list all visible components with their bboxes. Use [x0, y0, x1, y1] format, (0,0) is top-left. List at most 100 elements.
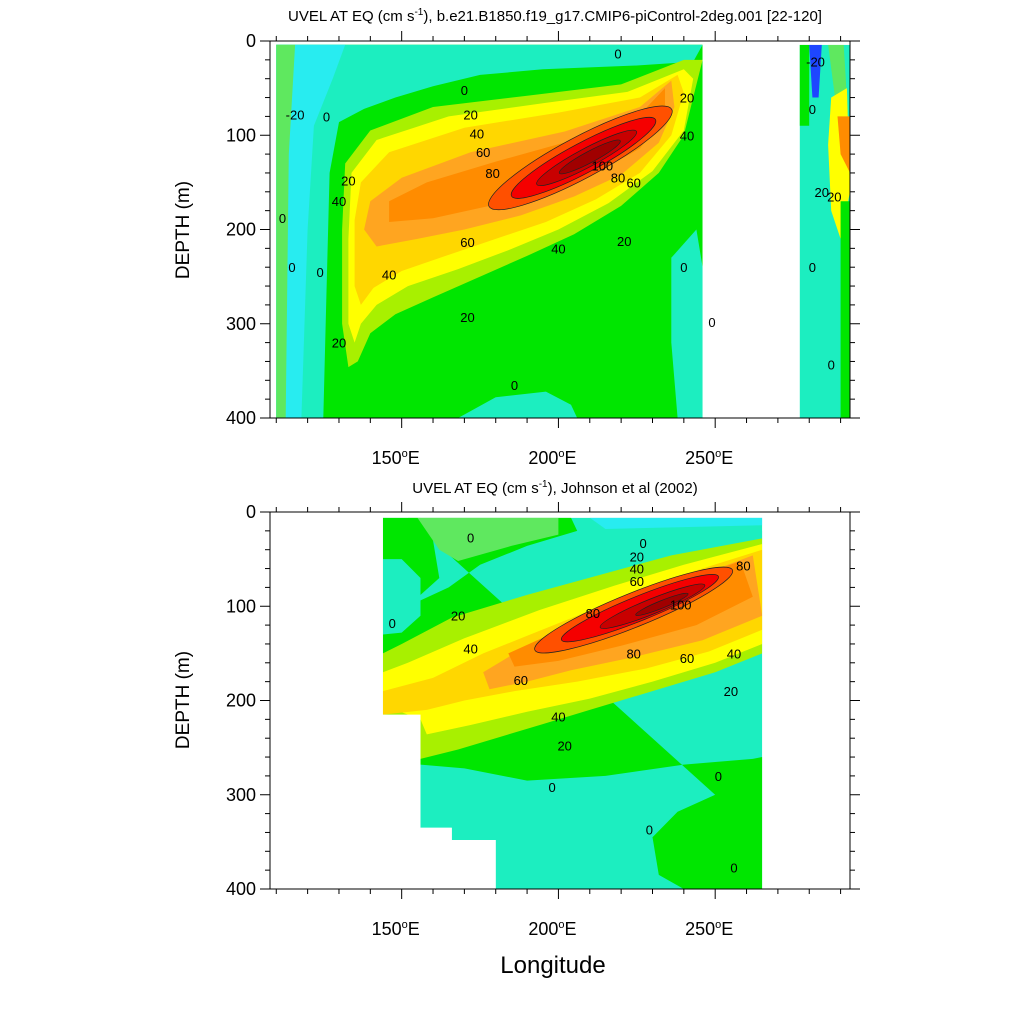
contour-fill-region	[809, 44, 822, 98]
contour-label: 0	[288, 260, 295, 275]
contour-label: 40	[470, 126, 484, 141]
contour-label: 100	[670, 597, 692, 612]
contour-label: 0	[467, 530, 474, 545]
contour-label: 0	[646, 823, 653, 838]
contour-label: 0	[511, 378, 518, 393]
land-mask	[702, 41, 850, 45]
contour-label: 60	[680, 651, 694, 666]
contour-label: 20	[332, 336, 346, 351]
contour-label: -20	[806, 55, 825, 70]
contour-label: 60	[626, 175, 640, 190]
contour-label: 0	[708, 315, 715, 330]
x-tick-label: 250oE	[685, 448, 733, 468]
contour-label: 100	[591, 158, 613, 173]
contour-label: 40	[727, 646, 741, 661]
panel-title: UVEL AT EQ (cm s-1), Johnson et al (2002…	[412, 479, 697, 497]
contour-label: 40	[551, 241, 565, 256]
contour-fill-region	[635, 592, 689, 616]
contour-label: 0	[461, 83, 468, 98]
contour-label: 0	[828, 357, 835, 372]
contour-label: 60	[630, 574, 644, 589]
y-axis-label: DEPTH (m)	[173, 651, 194, 749]
contour-fill-region	[837, 116, 850, 173]
contour-fill-region	[589, 517, 763, 529]
contour-label: 80	[485, 166, 499, 181]
contour-label: 60	[460, 235, 474, 250]
land-mask	[702, 41, 800, 418]
contour-fill-region	[558, 139, 621, 175]
contour-label: 0	[715, 769, 722, 784]
contour-label: 20	[451, 609, 465, 624]
contour-label: 80	[586, 606, 600, 621]
contour-label: 40	[630, 562, 644, 577]
contour-label: 20	[617, 234, 631, 249]
contour-fill-region	[382, 559, 421, 635]
contour-label: 80	[626, 646, 640, 661]
contour-label: 0	[389, 616, 396, 631]
contour-label: 80	[611, 171, 625, 186]
contour-label: 20	[680, 91, 694, 106]
y-tick-label: 300	[226, 785, 256, 805]
contour-fill-region	[389, 88, 665, 222]
contour-label: 20	[827, 190, 841, 205]
x-tick-label: 250oE	[685, 919, 733, 939]
contour-label: 40	[551, 710, 565, 725]
land-mask	[762, 512, 850, 889]
contour-label: 40	[463, 642, 477, 657]
contour-label: 20	[460, 310, 474, 325]
contour-label: 0	[323, 109, 330, 124]
y-tick-label: 100	[226, 596, 256, 616]
contour-label: 0	[639, 536, 646, 551]
contour-fill-region	[458, 391, 578, 418]
y-tick-label: 0	[246, 502, 256, 522]
panel-model: UVEL AT EQ (cm s-1), b.e21.B1850.f19_g17…	[173, 7, 860, 468]
x-tick-label: 200oE	[528, 448, 576, 468]
contour-fill-region	[276, 44, 296, 419]
contour-fill-region	[799, 44, 810, 126]
y-tick-label: 100	[226, 125, 256, 145]
contour-label: 40	[382, 268, 396, 283]
contour-label: 0	[730, 860, 737, 875]
contour-label: 0	[614, 46, 621, 61]
contour-label: 80	[736, 559, 750, 574]
contour-fills	[276, 41, 850, 419]
y-tick-label: 0	[246, 31, 256, 51]
contour-label: 0	[549, 780, 556, 795]
contour-label: 20	[630, 549, 644, 564]
x-axis-label: Longitude	[500, 952, 605, 979]
y-tick-label: 200	[226, 220, 256, 240]
panel-observed: UVEL AT EQ (cm s-1), Johnson et al (2002…	[173, 479, 860, 979]
contour-label: 20	[557, 739, 571, 754]
contour-label: 20	[463, 108, 477, 123]
contour-fill-region	[276, 44, 346, 419]
y-tick-label: 200	[226, 691, 256, 711]
contour-label: 60	[514, 673, 528, 688]
contour-label: 20	[341, 173, 355, 188]
contour-label: 40	[332, 194, 346, 209]
contour-fills	[270, 512, 850, 889]
contour-label: 0	[809, 102, 816, 117]
contour-label: 0	[279, 211, 286, 226]
contour-label: 40	[680, 128, 694, 143]
contour-label: 60	[476, 145, 490, 160]
y-tick-label: 400	[226, 408, 256, 428]
y-tick-label: 400	[226, 879, 256, 899]
contour-label: -20	[286, 108, 305, 123]
x-tick-label: 200oE	[528, 919, 576, 939]
contour-label: 20	[724, 684, 738, 699]
land-mask	[382, 512, 763, 518]
x-tick-label: 150oE	[372, 919, 420, 939]
x-tick-label: 150oE	[372, 448, 420, 468]
contour-fill-region	[840, 201, 850, 418]
contour-fill-region	[417, 517, 559, 561]
land-mask	[270, 512, 496, 889]
contour-fill-region	[671, 229, 703, 418]
contour-label: 20	[815, 185, 829, 200]
y-axis-label: DEPTH (m)	[173, 181, 194, 279]
contour-fill-region	[646, 530, 763, 544]
